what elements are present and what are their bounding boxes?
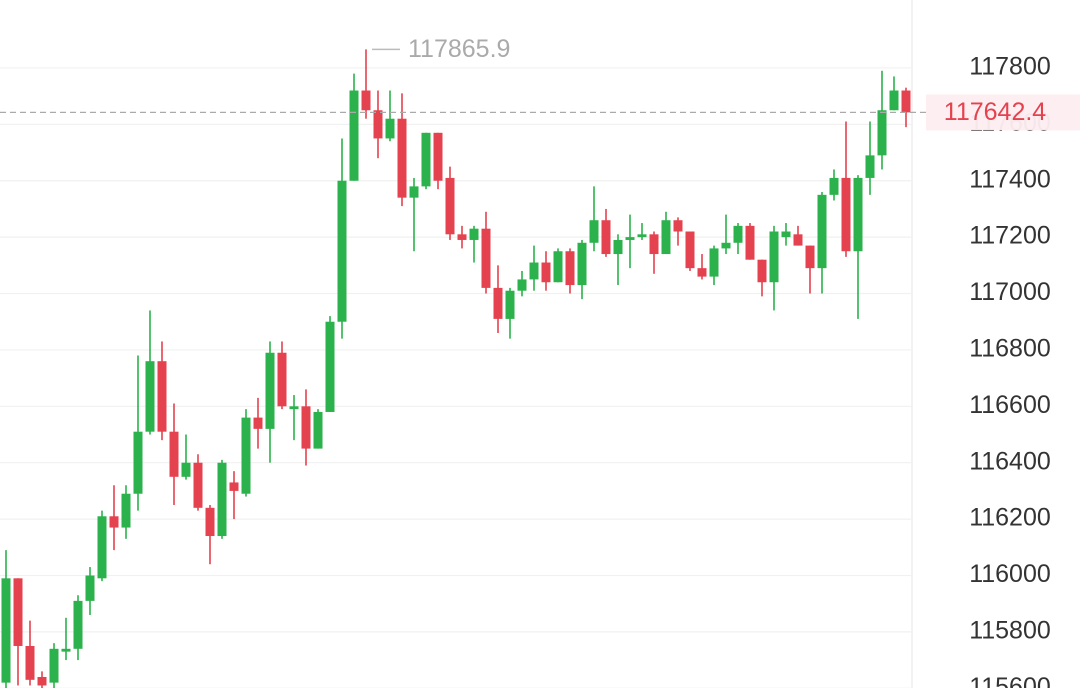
candle-body — [193, 462, 203, 508]
y-tick-label: 116600 — [969, 391, 1051, 419]
candle-body — [589, 220, 599, 243]
candle-body — [85, 575, 95, 601]
candle-body — [853, 177, 863, 252]
candle-body — [145, 361, 155, 432]
candle-body — [745, 225, 755, 260]
last-price-label: 117642.4 — [944, 98, 1047, 126]
candle-body — [61, 648, 71, 652]
candle-body — [73, 600, 83, 649]
candle-body — [181, 462, 191, 477]
candle-body — [325, 321, 335, 412]
candle-body — [337, 180, 347, 322]
candle-body — [517, 279, 527, 291]
candle-body — [169, 431, 179, 477]
candle-body — [361, 90, 371, 111]
candle-body — [409, 186, 419, 198]
y-tick-label: 117000 — [969, 278, 1051, 306]
candle-body — [901, 90, 911, 113]
candle-body — [673, 220, 683, 232]
candle-body — [397, 118, 407, 198]
candle-body — [697, 268, 707, 277]
candle-body — [421, 132, 431, 187]
candle-body — [133, 431, 143, 494]
candle-body — [277, 352, 287, 407]
y-tick-label: 117400 — [969, 165, 1051, 193]
candle-body — [889, 90, 899, 111]
candle-body — [541, 262, 551, 283]
candle-body — [805, 245, 815, 269]
candle-body — [109, 516, 119, 528]
y-tick-label: 116800 — [969, 335, 1051, 363]
candle-body — [733, 225, 743, 243]
candle-body — [829, 177, 839, 195]
candle-body — [553, 251, 563, 283]
candle-body — [289, 406, 299, 410]
candle-body — [265, 352, 275, 429]
candle-body — [25, 645, 35, 680]
candle-body — [205, 507, 215, 537]
candle-body — [625, 237, 635, 240]
candle-body — [577, 242, 587, 286]
candle-body — [721, 242, 731, 249]
candle-body — [793, 234, 803, 246]
candle-body — [385, 118, 395, 139]
candle-body — [505, 290, 515, 319]
candle-body — [613, 239, 623, 255]
candle-body — [637, 234, 647, 238]
candle-body — [817, 194, 827, 269]
candle-body — [313, 411, 323, 449]
candle-body — [685, 231, 695, 269]
y-tick-label: 116200 — [969, 504, 1051, 532]
candle-body — [709, 248, 719, 277]
candle-body — [757, 259, 767, 283]
candle-body — [13, 578, 23, 646]
candle-body — [877, 110, 887, 156]
candle-body — [217, 462, 227, 537]
candle-body — [481, 228, 491, 288]
candle-body — [469, 228, 479, 240]
candle-body — [445, 177, 455, 235]
candle-body — [781, 231, 791, 238]
y-tick-label: 117800 — [969, 53, 1051, 81]
candle-body — [769, 231, 779, 283]
y-tick-label: 117200 — [969, 222, 1051, 250]
y-tick-label: 115800 — [969, 616, 1051, 644]
candle-body — [649, 234, 659, 255]
candle-body — [49, 648, 59, 683]
candle-body — [841, 177, 851, 252]
y-tick-label: 115600 — [969, 673, 1051, 688]
candle-body — [457, 234, 467, 240]
candle-body — [601, 220, 611, 255]
candle-body — [433, 132, 443, 181]
y-tick-label: 116400 — [969, 447, 1051, 475]
candle-body — [661, 220, 671, 255]
candle-body — [493, 287, 503, 319]
last-price-box — [926, 94, 1080, 131]
candle-body — [301, 406, 311, 449]
candle-body — [253, 417, 263, 429]
candle-body — [121, 493, 131, 528]
candle-body — [529, 262, 539, 280]
candle-body — [373, 110, 383, 139]
candle-body — [349, 90, 359, 181]
candle-body — [157, 361, 167, 432]
candle-body — [97, 516, 107, 579]
candle-body — [229, 482, 239, 491]
candle-body — [241, 417, 251, 494]
candle-body — [565, 251, 575, 286]
high-label: 117865.9 — [408, 35, 510, 63]
candle-body — [1, 578, 11, 683]
candle-body — [37, 677, 47, 686]
y-tick-label: 116000 — [969, 560, 1051, 588]
candle-body — [865, 155, 875, 178]
